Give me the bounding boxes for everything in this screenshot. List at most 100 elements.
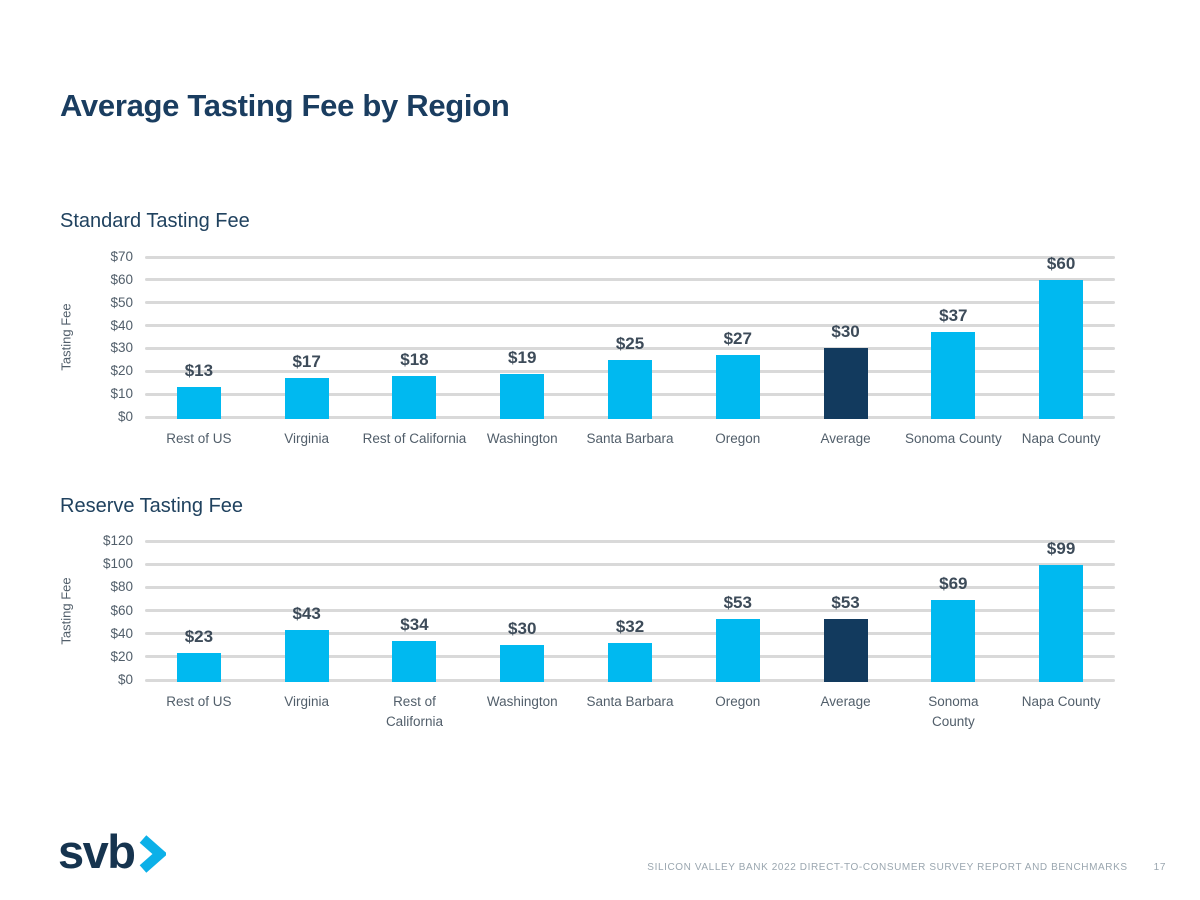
page-title: Average Tasting Fee by Region xyxy=(60,88,510,123)
bar-value-label: $18 xyxy=(400,349,429,369)
x-category-label-oregon: Oregon xyxy=(715,431,761,446)
bar-rest-of-california xyxy=(392,640,437,682)
bar-washington xyxy=(500,645,545,682)
y-tick-label: $60 xyxy=(110,271,133,287)
bar-average xyxy=(823,348,868,419)
y-tick-label: $40 xyxy=(110,625,133,641)
bar-value-label: $37 xyxy=(939,306,968,326)
gridline xyxy=(145,346,1115,350)
footer-page-number: 17 xyxy=(1153,862,1166,873)
bar-napa-county xyxy=(1039,279,1084,419)
x-category-label-washington: Washington xyxy=(486,431,558,446)
y-axis-ticks: $70 $60 $50 $40 $30 $20 $10 $0 xyxy=(77,249,145,424)
bar-santa-barbara xyxy=(608,359,652,419)
bar-value-label: $34 xyxy=(400,614,429,634)
bar-value-label: $32 xyxy=(615,616,645,636)
bar-value-label: $23 xyxy=(184,627,214,647)
bar-value-label: $53 xyxy=(723,592,752,612)
footer: SILICON VALLEY BANK 2022 DIRECT-TO-CONSU… xyxy=(647,862,1166,873)
x-category-label-santa-barbara: Santa Barbara xyxy=(586,431,674,446)
x-category-label-rest-of-california: Rest of California xyxy=(362,431,467,446)
chart-title: Standard Tasting Fee xyxy=(60,210,250,232)
footer-report-title: SILICON VALLEY BANK 2022 DIRECT-TO-CONSU… xyxy=(647,862,1128,873)
bar-napa-county xyxy=(1039,565,1084,682)
plot-area: $23 $43 $34 $30 $32 $53 $53 $69 $99 xyxy=(145,539,1115,682)
svb-logo: svb xyxy=(58,828,166,875)
x-category-label-washington: Washington xyxy=(486,694,558,709)
x-category-label-average: Average xyxy=(820,431,871,446)
bar-average xyxy=(823,618,868,682)
bar-value-label: $27 xyxy=(723,329,752,349)
y-tick-label: $20 xyxy=(110,363,133,379)
bar-rest-of-california xyxy=(392,375,437,419)
bar-value-label: $13 xyxy=(184,361,214,381)
bar-virginia xyxy=(284,378,329,419)
bar-rest-of-us xyxy=(176,653,221,682)
plot-area: $13 $17 $18 $19 $25 $27 $30 $37 $60 xyxy=(145,253,1115,419)
y-tick-label: $20 xyxy=(110,648,133,664)
bar-value-label: $17 xyxy=(292,352,321,372)
x-category-label-napa-county: Napa County xyxy=(1021,431,1101,446)
bar-value-label: $43 xyxy=(292,604,321,624)
x-category-label-rest-of-california: Rest of California xyxy=(385,694,443,729)
bar-sonoma-county xyxy=(931,332,976,419)
y-tick-label: $100 xyxy=(102,556,133,572)
x-axis-labels: Rest of US Virginia Rest of California Wash… xyxy=(145,692,1115,732)
y-tick-label: $60 xyxy=(110,602,133,618)
y-tick-label: $80 xyxy=(110,579,133,595)
bar-value-label: $30 xyxy=(508,619,537,639)
bar-virginia xyxy=(284,630,329,682)
y-tick-label: $30 xyxy=(110,340,133,356)
gridline xyxy=(145,301,1115,305)
gridline xyxy=(145,585,1115,589)
bar-value-label: $53 xyxy=(831,592,860,612)
bar-value-label: $25 xyxy=(615,333,645,353)
x-category-label-rest-of-us: Rest of US xyxy=(166,694,232,709)
y-axis-title-column: Tasting Fee xyxy=(55,541,77,680)
y-tick-label: $0 xyxy=(117,409,133,424)
gridline xyxy=(145,609,1115,612)
x-category-label-virginia: Virginia xyxy=(284,694,330,709)
y-tick-label: $70 xyxy=(110,249,133,264)
x-category-label-average: Average xyxy=(820,694,871,709)
gridline xyxy=(145,632,1115,636)
x-category-label-napa-county: Napa County xyxy=(1021,694,1101,709)
bar-sonoma-county xyxy=(931,600,976,682)
bar-value-label: $69 xyxy=(939,574,968,594)
bar-santa-barbara xyxy=(608,642,652,682)
y-tick-label: $10 xyxy=(110,386,133,402)
bar-value-label: $99 xyxy=(1046,539,1076,559)
y-tick-label: $50 xyxy=(110,294,133,310)
gridline xyxy=(145,539,1115,543)
y-tick-label: $40 xyxy=(110,317,133,333)
gridline xyxy=(145,255,1115,259)
x-category-label-santa-barbara: Santa Barbara xyxy=(586,694,674,709)
bar-value-label: $60 xyxy=(1046,253,1076,273)
y-axis-title: Tasting Fee xyxy=(58,303,74,371)
gridline xyxy=(145,562,1115,566)
svb-chevron-icon xyxy=(139,834,166,873)
bar-value-label: $19 xyxy=(508,347,537,367)
x-category-label-rest-of-us: Rest of US xyxy=(166,431,232,446)
reserve-tasting-fee-chart: Reserve Tasting Fee Tasting Fee $120 $100… xyxy=(55,495,1117,732)
x-axis-labels: Rest of US Virginia Rest of California Wash… xyxy=(145,429,1115,449)
standard-tasting-fee-chart: Standard Tasting Fee Tasting Fee $70 $60 $… xyxy=(55,210,1117,449)
bar-washington xyxy=(500,373,545,419)
bar-rest-of-us xyxy=(176,387,221,419)
x-category-label-sonoma-county: Sonoma County xyxy=(904,431,1002,446)
bar-value-label: $30 xyxy=(831,322,860,342)
gridline xyxy=(145,278,1115,282)
bar-oregon xyxy=(715,618,760,682)
x-category-label-virginia: Virginia xyxy=(284,431,330,446)
gridline xyxy=(145,324,1115,328)
y-tick-label: $0 xyxy=(117,672,133,687)
y-axis-ticks: $120 $100 $80 $60 $40 $20 $0 xyxy=(77,533,145,687)
y-tick-label: $120 xyxy=(102,533,133,548)
y-axis-title: Tasting Fee xyxy=(58,576,74,645)
svb-logo-text: svb xyxy=(58,825,136,878)
chart-title: Reserve Tasting Fee xyxy=(60,495,244,517)
x-category-label-sonoma-county: Sonoma County xyxy=(928,694,979,729)
x-category-label-oregon: Oregon xyxy=(715,694,761,709)
bar-oregon xyxy=(715,355,760,419)
